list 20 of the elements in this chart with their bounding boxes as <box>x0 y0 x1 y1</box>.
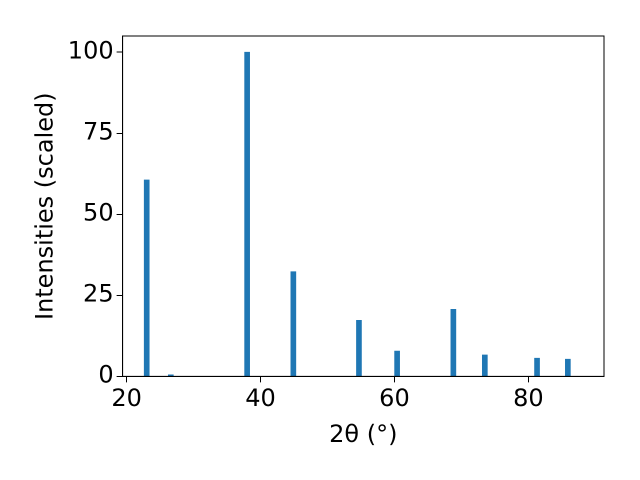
bar <box>244 52 250 376</box>
y-tick-label: 100 <box>68 36 114 64</box>
bar <box>534 358 540 376</box>
x-axis-title: 2θ (°) <box>329 420 398 448</box>
bar <box>482 354 488 376</box>
y-tick-label: 25 <box>83 280 114 308</box>
bar <box>565 358 571 376</box>
x-tick-label: 40 <box>245 384 276 412</box>
y-tick-label: 75 <box>83 117 114 146</box>
y-tick-label: 50 <box>83 198 114 227</box>
y-tick-label: 0 <box>98 360 114 389</box>
bar <box>394 350 400 376</box>
bar <box>356 320 362 376</box>
bar <box>450 308 456 376</box>
y-axis-title: Intensities (scaled) <box>30 92 59 320</box>
bar <box>290 271 296 376</box>
bar <box>144 180 150 376</box>
x-tick-label: 60 <box>379 384 410 412</box>
x-tick-label: 20 <box>111 384 142 412</box>
x-tick-label: 80 <box>513 384 544 412</box>
